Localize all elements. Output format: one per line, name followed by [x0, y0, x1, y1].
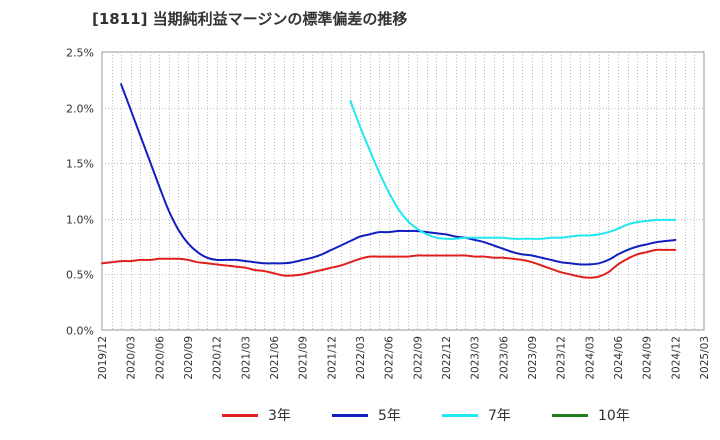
legend-item: 10年 [552, 404, 630, 426]
y-tick-label: 1.0% [66, 214, 94, 227]
y-tick-label: 2.5% [66, 47, 94, 60]
chart-legend: 3年 5年 7年 10年 [0, 404, 720, 426]
x-tick-label: 2024/09 [642, 336, 654, 380]
series-layer [101, 83, 677, 279]
x-tick-label: 2021/09 [298, 336, 310, 380]
legend-swatch [222, 413, 258, 417]
x-tick-label: 2024/03 [584, 336, 596, 380]
x-tick-label: 2022/06 [384, 336, 396, 380]
x-tick-label: 2021/12 [326, 336, 338, 380]
x-tick-label: 2023/12 [556, 336, 568, 380]
series-line-3年 [101, 248, 677, 279]
legend-label: 7年 [488, 408, 511, 424]
plot-area [101, 51, 705, 331]
x-tick-label: 2021/03 [240, 336, 252, 380]
legend-label: 10年 [598, 408, 630, 424]
legend-item: 5年 [332, 404, 401, 426]
x-tick-label: 2023/03 [470, 336, 482, 380]
x-tick-label: 2024/06 [613, 336, 625, 380]
x-tick-label: 2022/12 [441, 336, 453, 380]
x-tick-label: 2025/03 [699, 336, 711, 380]
x-tick-label: 2022/09 [412, 336, 424, 380]
legend-swatch [552, 413, 588, 417]
series-line-7年 [349, 99, 677, 240]
x-tick-label: 2021/06 [269, 336, 281, 380]
x-tick-label: 2020/06 [154, 336, 166, 380]
legend-item: 3年 [222, 404, 291, 426]
legend-swatch [442, 413, 478, 417]
x-tick-label: 2023/09 [527, 336, 539, 380]
x-tick-label: 2023/06 [498, 336, 510, 380]
y-tick-label: 1.5% [66, 158, 94, 171]
legend-label: 3年 [268, 408, 291, 424]
y-tick-label: 2.0% [66, 103, 94, 116]
y-tick-label: 0.5% [66, 269, 94, 282]
legend-swatch [332, 413, 368, 417]
x-tick-label: 2020/09 [183, 336, 195, 380]
legend-label: 5年 [378, 408, 401, 424]
y-tick-label: 0.0% [66, 325, 94, 338]
series-line-5年 [120, 83, 677, 266]
axis-layer: 0.0% 0.5% 1.0% 1.5% 2.0% 2.5% 2019/12 2020/03 20… [66, 47, 711, 380]
grid-layer [101, 51, 705, 331]
x-tick-label: 2019/12 [97, 336, 109, 380]
x-tick-label: 2020/12 [212, 336, 224, 380]
x-tick-label: 2024/12 [670, 336, 682, 380]
chart-title: [1811] 当期純利益マージンの標準偏差の推移 [92, 10, 408, 28]
x-tick-label: 2020/03 [126, 336, 138, 380]
legend-item: 7年 [442, 404, 511, 426]
x-tick-label: 2022/03 [355, 336, 367, 380]
